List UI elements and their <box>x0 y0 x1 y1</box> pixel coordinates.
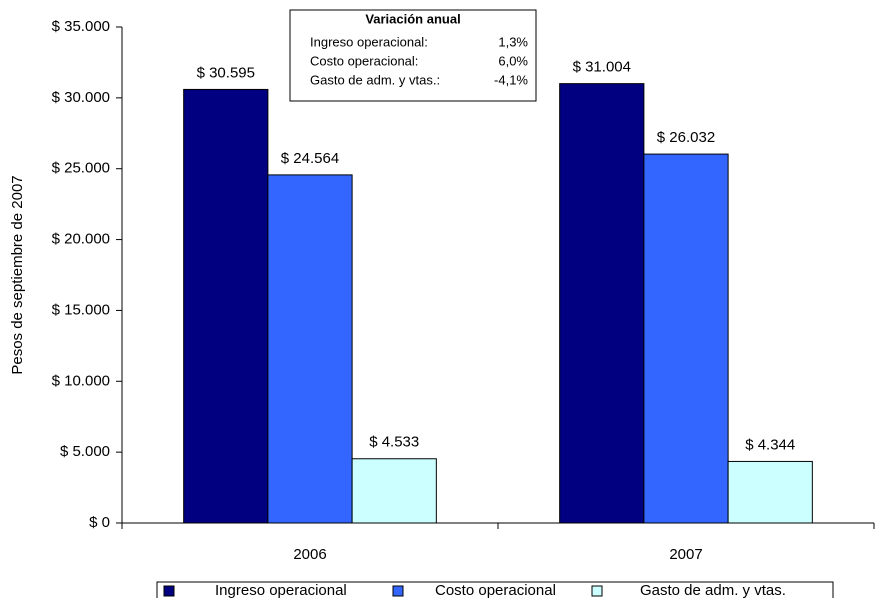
y-tick-label: $ 10.000 <box>52 372 110 389</box>
y-tick-label: $ 25.000 <box>52 160 110 177</box>
bar <box>183 88 269 524</box>
annotation-title: Variación anual <box>365 11 460 26</box>
value-label: $ 4.533 <box>369 434 419 451</box>
legend-box <box>156 581 834 598</box>
value-label: $ 30.595 <box>197 64 255 81</box>
bar <box>727 460 813 524</box>
annotation: Variación anual Ingreso operacional: 1,3% C… <box>289 9 537 102</box>
y-axis-label: Pesos de septiembre de 2007 <box>9 175 26 374</box>
x-tick-label: 2007 <box>669 546 702 563</box>
legend-swatch <box>392 585 404 597</box>
bar <box>643 153 729 524</box>
bar <box>351 458 437 524</box>
annotation-label: Costo operacional: <box>310 53 418 68</box>
annotation-value: -4,1% <box>494 72 528 87</box>
annotation-value: 1,3% <box>498 34 528 49</box>
y-tick-label: $ 0 <box>89 514 110 531</box>
legend-label: Ingreso operacional <box>215 582 347 598</box>
value-label: $ 26.032 <box>657 129 715 146</box>
y-tick-label: $ 5.000 <box>60 443 110 460</box>
x-tick-label: 2006 <box>293 546 326 563</box>
annotation-value: 6,0% <box>498 53 528 68</box>
legend-swatch <box>591 585 603 597</box>
value-label: $ 4.344 <box>745 436 795 453</box>
value-label: $ 24.564 <box>281 150 339 167</box>
y-tick-label: $ 35.000 <box>52 18 110 35</box>
legend-label: Costo operacional <box>435 582 556 598</box>
y-tick-label: $ 20.000 <box>52 231 110 248</box>
y-tick-label: $ 15.000 <box>52 301 110 318</box>
annotation-box <box>289 9 537 102</box>
bar <box>267 174 353 524</box>
legend-label: Gasto de adm. y vtas. <box>640 582 786 598</box>
annotation-label: Gasto de adm. y vtas.: <box>310 72 440 87</box>
value-label: $ 31.004 <box>573 59 631 76</box>
legend-swatch <box>163 585 175 597</box>
annotation-label: Ingreso operacional: <box>310 34 428 49</box>
bar <box>559 83 645 524</box>
y-tick-label: $ 30.000 <box>52 89 110 106</box>
